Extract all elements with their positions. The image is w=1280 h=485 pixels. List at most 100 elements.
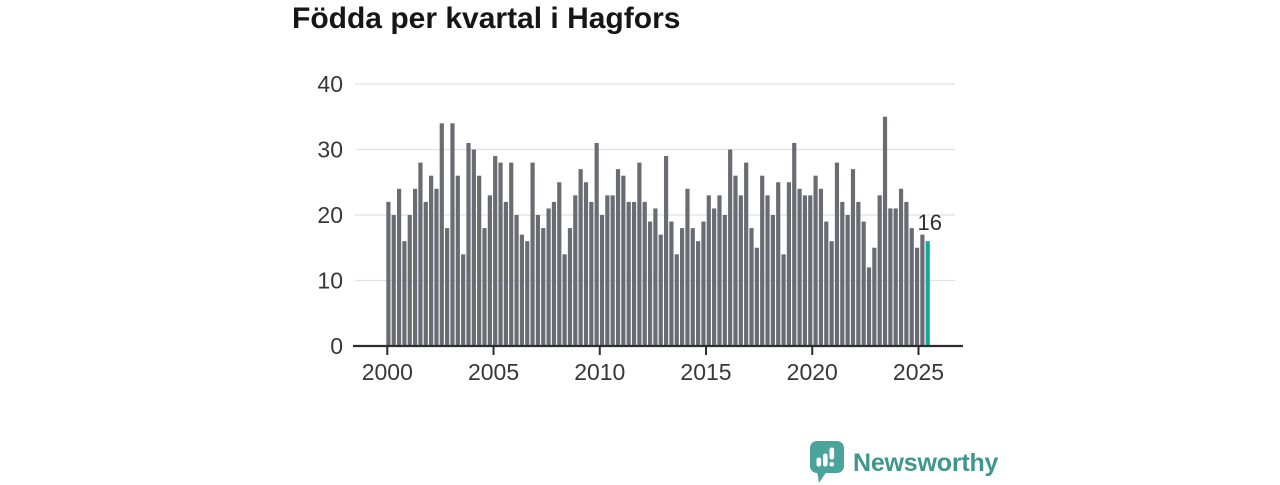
bar xyxy=(824,221,829,346)
bar xyxy=(781,254,786,346)
bar xyxy=(647,221,653,346)
bar xyxy=(786,182,791,346)
bar xyxy=(605,195,610,346)
bar xyxy=(450,123,455,346)
bar xyxy=(594,142,599,346)
bar xyxy=(621,175,626,346)
x-tick-label: 2010 xyxy=(574,359,625,385)
bar xyxy=(551,201,557,346)
bar xyxy=(642,201,647,346)
bar xyxy=(717,195,722,346)
bar xyxy=(386,201,391,346)
bar xyxy=(861,221,866,346)
bar xyxy=(845,215,850,346)
bar xyxy=(482,228,487,346)
bar xyxy=(829,241,834,346)
bar xyxy=(519,234,524,346)
bar xyxy=(477,175,482,346)
bar xyxy=(888,208,893,346)
bar xyxy=(920,234,925,346)
bar xyxy=(535,215,541,346)
bar xyxy=(706,195,711,346)
bar xyxy=(754,247,759,346)
y-tick-label: 10 xyxy=(317,268,343,294)
bar xyxy=(396,188,402,346)
newsworthy-logo-text: Newsworthy xyxy=(853,448,999,477)
chart-title: Födda per kvartal i Hagfors xyxy=(292,2,681,35)
bar xyxy=(680,228,685,346)
bar xyxy=(898,188,904,346)
bar xyxy=(690,228,695,346)
bar xyxy=(818,188,824,346)
bar xyxy=(615,169,621,346)
bar xyxy=(808,195,813,346)
bar xyxy=(744,162,749,346)
bar xyxy=(493,156,498,346)
bar xyxy=(391,215,396,346)
y-tick-label: 40 xyxy=(317,71,343,97)
last-value-label: 16 xyxy=(917,210,941,235)
bar xyxy=(653,208,658,346)
bar xyxy=(765,195,770,346)
bar xyxy=(797,188,802,346)
bar xyxy=(813,175,818,346)
x-tick-label: 2000 xyxy=(362,359,413,385)
y-tick-label: 0 xyxy=(330,333,343,359)
bar xyxy=(626,201,631,346)
y-tick-label: 20 xyxy=(317,202,343,228)
bar xyxy=(525,241,530,346)
x-tick-label: 2015 xyxy=(680,359,731,385)
bar xyxy=(530,162,535,346)
bar xyxy=(749,228,754,346)
bar xyxy=(760,175,765,346)
y-tick-label: 30 xyxy=(317,137,343,163)
bar xyxy=(840,201,845,346)
x-tick-label: 2025 xyxy=(893,359,944,385)
bar xyxy=(471,149,476,346)
bar xyxy=(578,169,583,346)
bar xyxy=(738,195,743,346)
bar xyxy=(914,247,920,346)
bar xyxy=(509,162,514,346)
bar xyxy=(407,215,412,346)
bar xyxy=(503,201,508,346)
bar xyxy=(631,201,637,346)
bar xyxy=(434,188,439,346)
bar xyxy=(461,254,466,346)
bar xyxy=(429,175,434,346)
bar xyxy=(455,175,460,346)
bar xyxy=(498,162,503,346)
newsworthy-logo: Newsworthy xyxy=(810,441,998,485)
bar xyxy=(728,149,733,346)
highlighted-bar xyxy=(925,241,930,346)
bar xyxy=(418,162,423,346)
bar xyxy=(663,156,669,346)
bar xyxy=(904,201,909,346)
bar xyxy=(599,215,605,346)
bar xyxy=(674,254,679,346)
newsworthy-logo-icon xyxy=(810,441,844,483)
bar xyxy=(909,228,914,346)
bar xyxy=(514,215,519,346)
bar xyxy=(567,228,573,346)
bar xyxy=(658,234,663,346)
bar xyxy=(439,123,444,346)
bar xyxy=(583,182,589,346)
bar xyxy=(573,195,578,346)
x-tick-label: 2005 xyxy=(468,359,519,385)
bar xyxy=(834,162,840,346)
bar xyxy=(850,169,856,346)
bar xyxy=(866,267,872,346)
bar xyxy=(696,241,701,346)
bar xyxy=(877,195,882,346)
bar xyxy=(557,182,562,346)
bar xyxy=(610,195,615,346)
bar xyxy=(669,221,674,346)
bar xyxy=(722,215,727,346)
bar xyxy=(562,254,567,346)
bar xyxy=(685,188,690,346)
bar xyxy=(893,208,898,346)
bar xyxy=(487,195,492,346)
x-tick-label: 2020 xyxy=(787,359,838,385)
